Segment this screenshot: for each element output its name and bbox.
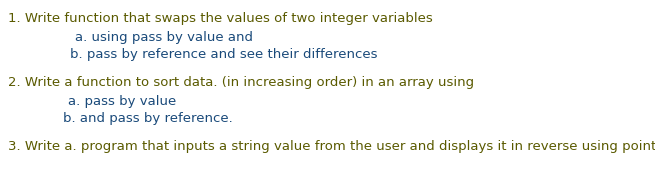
Text: a. using pass by value and: a. using pass by value and: [75, 31, 253, 44]
Text: a. pass by value: a. pass by value: [68, 95, 176, 108]
Text: 1. Write function that swaps the values of two integer variables: 1. Write function that swaps the values …: [8, 12, 433, 25]
Text: b. and pass by reference.: b. and pass by reference.: [63, 112, 233, 125]
Text: b. pass by reference and see their differences: b. pass by reference and see their diffe…: [70, 48, 377, 61]
Text: 2. Write a function to sort data. (in increasing order) in an array using: 2. Write a function to sort data. (in in…: [8, 76, 474, 89]
Text: 3. Write a. program that inputs a string value from the user and displays it in : 3. Write a. program that inputs a string…: [8, 140, 655, 153]
